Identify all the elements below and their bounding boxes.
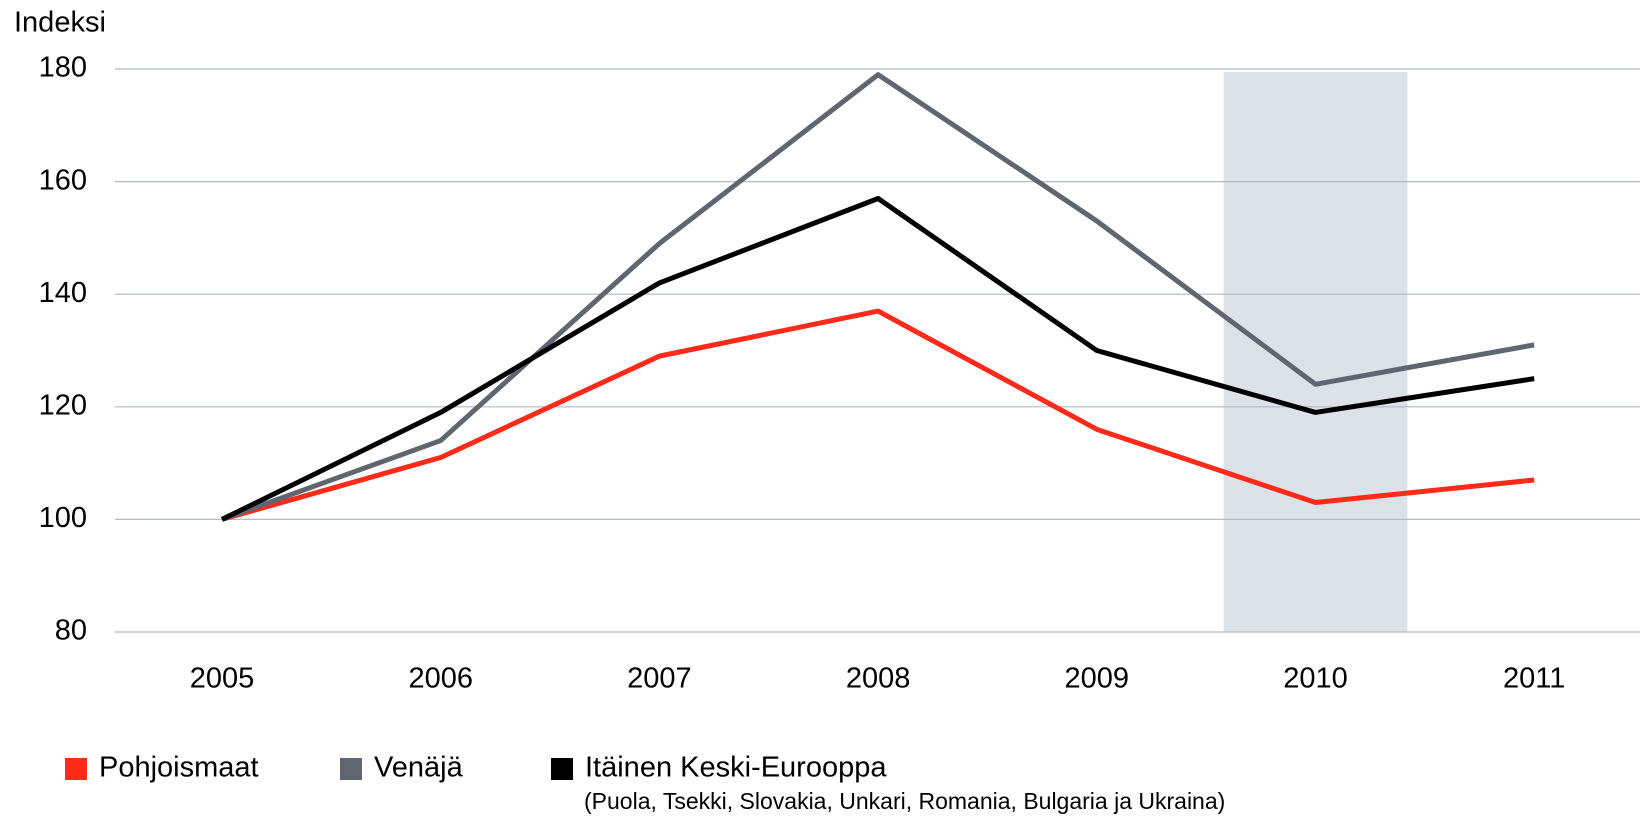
legend-swatch	[551, 758, 573, 780]
x-tick-label: 2011	[1503, 663, 1565, 695]
x-tick-label: 2007	[627, 663, 692, 695]
legend-label: Venäjä	[374, 752, 464, 784]
x-tick-label: 2008	[846, 663, 911, 695]
y-tick-label: 140	[39, 277, 87, 309]
y-tick-label: 80	[55, 615, 87, 647]
legend-label: Pohjoismaat	[99, 752, 259, 784]
x-tick-label: 2010	[1283, 663, 1348, 695]
legend-label: Itäinen Keski-Eurooppa	[585, 752, 887, 784]
y-tick-label: 180	[39, 52, 87, 84]
x-tick-label: 2006	[408, 663, 473, 695]
y-axis-label: Indeksi	[14, 7, 106, 39]
series-line	[220, 195, 1535, 522]
series-line	[221, 72, 1535, 522]
legend-note: (Puola, Tsekki, Slovakia, Unkari, Romani…	[584, 788, 1225, 814]
legend-swatch	[340, 758, 362, 780]
y-tick-label: 160	[39, 164, 87, 196]
x-tick-label: 2009	[1065, 663, 1130, 695]
series-line	[221, 308, 1535, 522]
legend-swatch	[65, 758, 87, 780]
x-tick-label: 2005	[190, 663, 255, 695]
y-tick-label: 120	[39, 389, 87, 421]
highlight-band	[1223, 72, 1408, 632]
y-tick-label: 100	[39, 502, 87, 534]
